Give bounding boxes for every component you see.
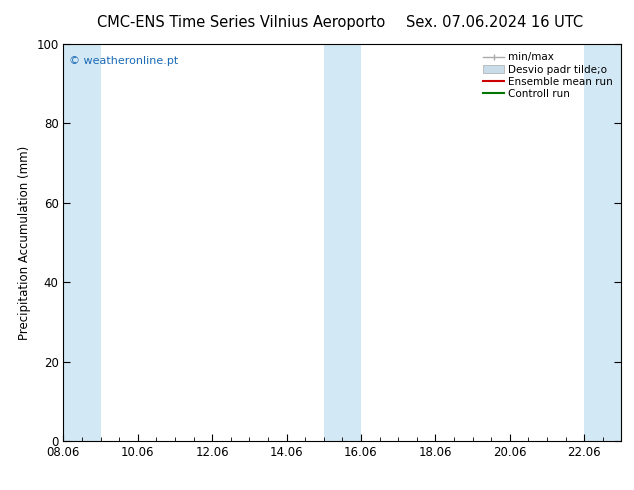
- Bar: [324, 44, 361, 441]
- Bar: [584, 44, 621, 441]
- Text: © weatheronline.pt: © weatheronline.pt: [69, 56, 178, 66]
- Y-axis label: Precipitation Accumulation (mm): Precipitation Accumulation (mm): [18, 146, 30, 340]
- Legend: min/max, Desvio padr tilde;o, Ensemble mean run, Controll run: min/max, Desvio padr tilde;o, Ensemble m…: [480, 49, 616, 102]
- Bar: [63, 44, 101, 441]
- Text: Sex. 07.06.2024 16 UTC: Sex. 07.06.2024 16 UTC: [406, 15, 583, 30]
- Text: CMC-ENS Time Series Vilnius Aeroporto: CMC-ENS Time Series Vilnius Aeroporto: [97, 15, 385, 30]
